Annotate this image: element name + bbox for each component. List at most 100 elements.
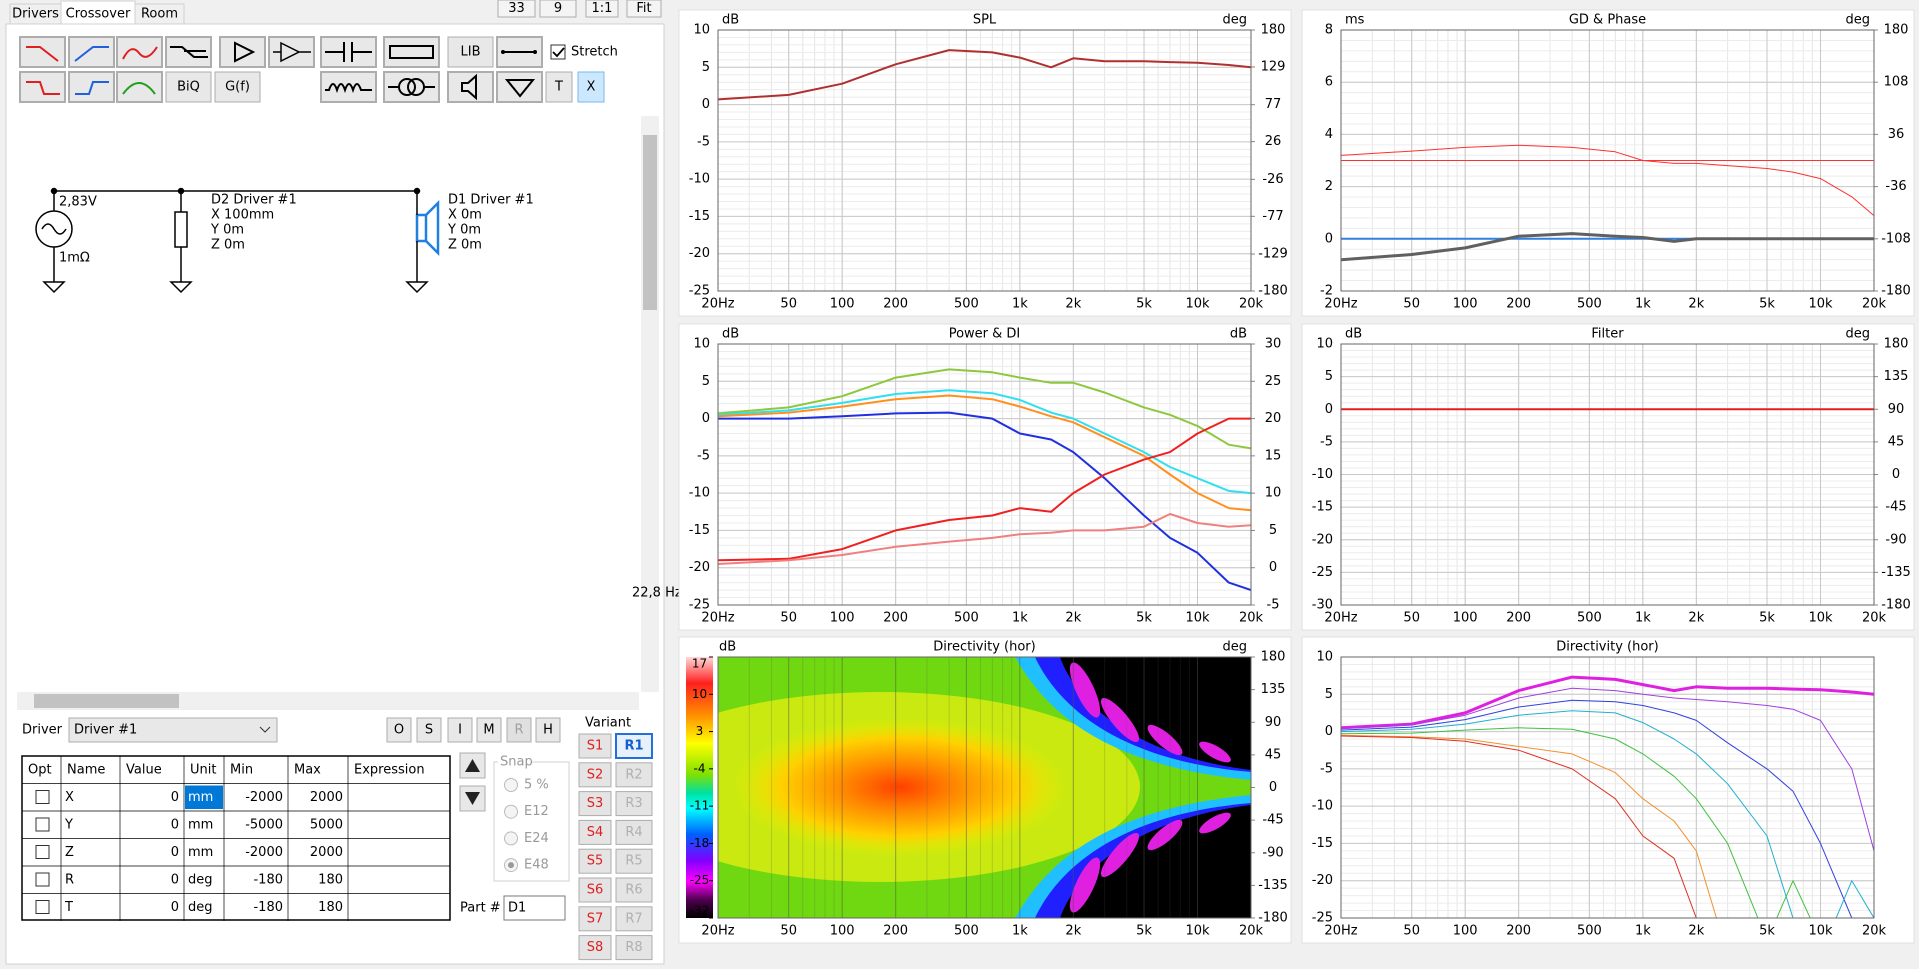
x-tick-label: 10k	[1808, 924, 1833, 939]
top-field[interactable]	[626, 0, 662, 18]
selected-cell	[185, 785, 223, 809]
snap-option: E48	[524, 858, 549, 873]
directivity-map	[718, 657, 1251, 918]
variant-s[interactable]	[578, 906, 612, 932]
speaker-icon[interactable]	[415, 199, 440, 257]
move-buttons[interactable]	[459, 752, 486, 812]
opt-checkbox[interactable]	[35, 900, 50, 914]
y-tick-label: -10	[1312, 799, 1333, 814]
x-tick-label: 50	[1403, 611, 1420, 626]
schematic-area[interactable]	[17, 116, 639, 692]
opt-checkbox[interactable]	[35, 817, 50, 832]
y-tick-label: -10	[689, 486, 710, 501]
opt-checkbox[interactable]	[35, 845, 50, 859]
dropdown-arrow	[259, 726, 271, 733]
table-header: Unit	[190, 762, 216, 777]
scroll-thumb[interactable]	[643, 135, 657, 310]
variant-s[interactable]	[578, 733, 612, 759]
x-tick-label: 20Hz	[701, 297, 734, 312]
variant-label: Variant	[585, 716, 631, 731]
mode-button[interactable]	[535, 717, 561, 743]
table-cell: mm	[188, 790, 213, 805]
snap-radio[interactable]	[504, 804, 518, 819]
variant-s[interactable]	[578, 819, 612, 845]
snap-radio[interactable]	[504, 831, 518, 846]
tab[interactable]	[134, 3, 185, 25]
parameter-table[interactable]	[21, 755, 451, 921]
y2-axis-label: deg	[1845, 13, 1870, 28]
variant-s[interactable]	[578, 877, 612, 903]
opt-checkbox[interactable]	[35, 790, 50, 804]
y-tick-label: -30	[1312, 598, 1333, 613]
variant-s[interactable]	[578, 935, 612, 961]
x-tick-label: 100	[1453, 924, 1478, 939]
variant-r-label: R5	[625, 854, 642, 869]
table-cell: 0	[171, 790, 179, 805]
toolbar-button[interactable]	[165, 71, 212, 103]
toolbar-button[interactable]	[577, 71, 605, 103]
variant-r[interactable]	[615, 935, 653, 961]
variant-r[interactable]	[615, 733, 653, 759]
variant-r[interactable]	[615, 762, 653, 788]
y-tick-label: 10	[693, 337, 710, 352]
mode-button[interactable]	[416, 717, 442, 743]
stretch-label: Stretch	[571, 45, 618, 60]
variant-s[interactable]	[578, 791, 612, 817]
top-field[interactable]	[497, 0, 536, 18]
y2-axis-label: deg	[1222, 13, 1247, 28]
scroll-thumb[interactable]	[34, 694, 179, 708]
top-field[interactable]	[539, 0, 577, 18]
lib-button[interactable]	[447, 36, 494, 68]
y-tick-label: -25	[689, 598, 710, 613]
colorbar-tick-label: 10	[692, 687, 707, 701]
toolbar-button[interactable]	[545, 71, 573, 103]
toolbar-button[interactable]	[214, 71, 261, 103]
snap-radio[interactable]	[504, 778, 518, 792]
variant-r[interactable]	[615, 877, 653, 903]
driver-y: Y 0m	[210, 223, 244, 238]
x-tick-label: 100	[830, 611, 855, 626]
table-header: Max	[294, 762, 321, 777]
toolbar-icons[interactable]	[19, 36, 543, 103]
variant-s[interactable]	[578, 762, 612, 788]
y2-tick-label: 0	[1269, 560, 1277, 575]
table-cell: mm	[188, 845, 213, 860]
mode-button[interactable]	[506, 717, 532, 743]
table-header: Min	[230, 762, 253, 777]
y-tick-label: 6	[1325, 75, 1333, 90]
table-cell: 0	[171, 872, 179, 887]
opt-checkbox[interactable]	[35, 872, 50, 887]
variant-r[interactable]	[615, 906, 653, 932]
x-tick-label: 200	[1506, 297, 1531, 312]
mode-button[interactable]	[386, 717, 412, 743]
variant-r[interactable]	[615, 819, 653, 845]
variant-r[interactable]	[615, 848, 653, 874]
y-tick-label: -20	[1312, 532, 1333, 547]
y-tick-label: 0	[1325, 724, 1333, 739]
mode-button[interactable]	[447, 717, 473, 743]
y2-tick-label: 90	[1265, 715, 1282, 730]
stretch-checkbox[interactable]	[550, 44, 566, 60]
y2-tick-label: 25	[1265, 374, 1282, 389]
driver-select-value: Driver #1	[74, 723, 137, 738]
x-tick-label: 50	[780, 924, 797, 939]
mode-button-label: O	[394, 723, 404, 738]
table-cell: 180	[318, 900, 343, 915]
plot-frame	[717, 656, 1252, 919]
driver-select[interactable]	[68, 717, 278, 743]
part-input[interactable]	[503, 895, 566, 921]
variant-s[interactable]	[578, 848, 612, 874]
y2-tick-label: -180	[1881, 284, 1911, 299]
series-line	[1341, 675, 1874, 730]
mode-button[interactable]	[476, 717, 502, 743]
y2-tick-label: -26	[1262, 172, 1283, 187]
top-field[interactable]	[585, 0, 619, 18]
variant-r[interactable]	[615, 791, 653, 817]
y-tick-label: -25	[1312, 565, 1333, 580]
chart-title: Directivity (hor)	[933, 640, 1035, 655]
driver-y: Y 0m	[447, 223, 481, 238]
x-tick-label: 1k	[1635, 297, 1651, 312]
y-tick-label: 0	[702, 411, 710, 426]
y-tick-label: -5	[697, 134, 710, 149]
